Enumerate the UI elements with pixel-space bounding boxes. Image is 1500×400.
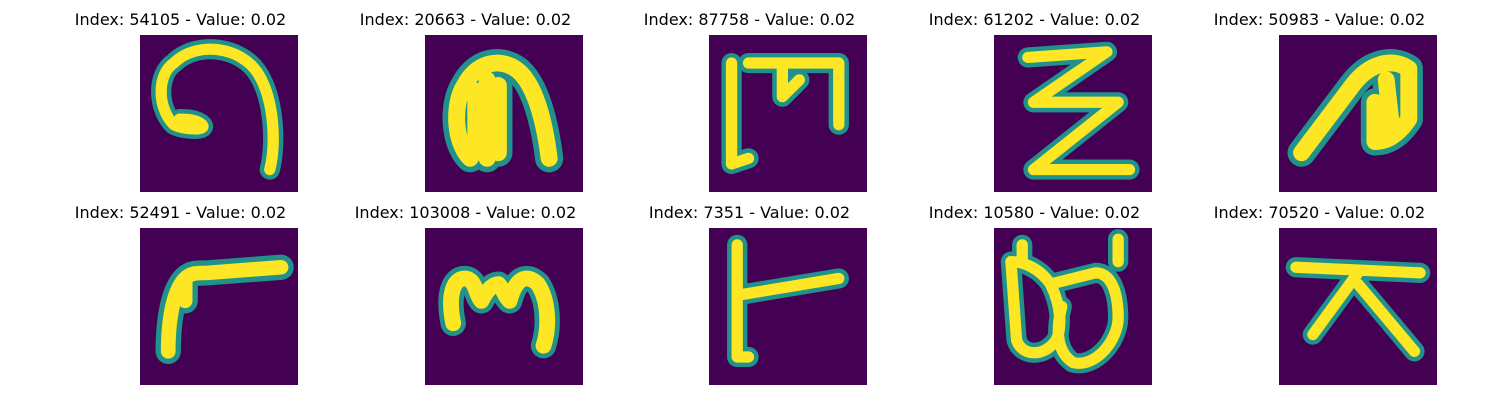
slanted-hook-glyph: [1279, 35, 1437, 192]
panel-title: Index: 52491 - Value: 0.02: [74, 203, 287, 222]
bracket-m-glyph: [709, 35, 867, 192]
panel-title: Index: 70520 - Value: 0.02: [1213, 203, 1426, 222]
panel-title: Index: 10580 - Value: 0.02: [928, 203, 1141, 222]
panel-title: Index: 87758 - Value: 0.02: [643, 10, 856, 29]
panel-2: Index: 20663 - Value: 0.02: [323, 0, 608, 192]
t-shape-glyph: [709, 228, 867, 385]
panel-title: Index: 50983 - Value: 0.02: [1213, 10, 1426, 29]
double-loop-glyph: [994, 228, 1152, 385]
panel-title: Index: 20663 - Value: 0.02: [359, 10, 572, 29]
hook-spiral-glyph: [140, 35, 298, 192]
curved-seven-glyph: [140, 228, 298, 385]
panel-4: Index: 61202 - Value: 0.02: [892, 0, 1177, 192]
panel-9: Index: 10580 - Value: 0.02: [892, 193, 1177, 385]
panel-title: Index: 7351 - Value: 0.02: [648, 203, 851, 222]
panel-10: Index: 70520 - Value: 0.02: [1177, 193, 1462, 385]
panel-5: Index: 50983 - Value: 0.02: [1177, 0, 1462, 192]
panel-8: Index: 7351 - Value: 0.02: [607, 193, 892, 385]
panel-1: Index: 54105 - Value: 0.02: [38, 0, 323, 192]
panel-6: Index: 52491 - Value: 0.02: [38, 193, 323, 385]
arch-glyph: [425, 35, 583, 192]
panel-title: Index: 103008 - Value: 0.02: [354, 203, 577, 222]
m-curve-glyph: [425, 228, 583, 385]
panel-7: Index: 103008 - Value: 0.02: [323, 193, 608, 385]
panel-3: Index: 87758 - Value: 0.02: [607, 0, 892, 192]
a-frame-glyph: [1279, 228, 1437, 385]
zigzag-glyph: [994, 35, 1152, 192]
panel-title: Index: 61202 - Value: 0.02: [928, 10, 1141, 29]
panel-title: Index: 54105 - Value: 0.02: [74, 10, 287, 29]
